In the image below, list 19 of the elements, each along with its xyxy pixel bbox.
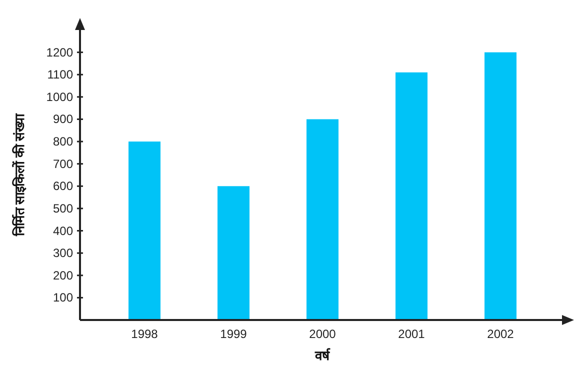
x-tick-label: 1999 <box>220 327 248 341</box>
x-tick-label: 2000 <box>309 327 336 341</box>
y-tick-label: 1200 <box>46 45 74 60</box>
y-axis-title: निर्मित साइकिलों की संख्या <box>12 113 27 237</box>
y-tick-label: 300 <box>52 246 74 260</box>
x-tick-label: 2001 <box>398 327 426 341</box>
y-tick-label: 900 <box>52 112 74 126</box>
y-tick-label: 100 <box>52 290 74 305</box>
y-tick-label: 800 <box>52 134 74 149</box>
y-tick-label: 1100 <box>47 68 74 82</box>
y-tick-label: 200 <box>52 268 74 282</box>
x-tick-label: 1998 <box>131 327 158 341</box>
x-tick-label: 2002 <box>487 327 514 341</box>
y-tick-label: 600 <box>52 179 74 194</box>
y-tick-label: 400 <box>52 224 74 238</box>
y-tick-label: 500 <box>52 201 74 216</box>
x-axis-title: वर्ष <box>314 348 331 363</box>
y-tick-label: 700 <box>52 156 74 171</box>
y-tick-label: 1000 <box>46 90 74 104</box>
